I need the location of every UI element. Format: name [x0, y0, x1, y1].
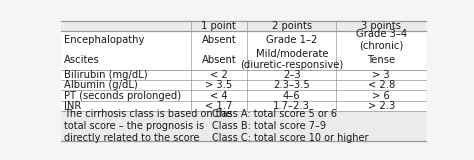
Text: > 2.3: > 2.3 [367, 101, 395, 111]
Bar [61, 21, 426, 31]
Text: The cirrhosis class is based on the
total score – the prognosis is
directly rela: The cirrhosis class is based on the tota… [64, 109, 231, 143]
Bar [61, 31, 426, 49]
Text: < 4: < 4 [210, 91, 228, 100]
Text: Ascites: Ascites [64, 55, 100, 64]
Bar [61, 111, 426, 141]
Text: Bilirubin (mg/dL): Bilirubin (mg/dL) [64, 70, 147, 80]
Text: < 1.7: < 1.7 [205, 101, 233, 111]
Text: Class A: total score 5 or 6
Class B: total score 7–9
Class C: total score 10 or : Class A: total score 5 or 6 Class B: tot… [212, 109, 368, 143]
Bar [61, 80, 426, 90]
Text: 4–6: 4–6 [283, 91, 301, 100]
Text: Absent: Absent [201, 55, 236, 64]
Bar [61, 100, 426, 111]
Text: Mild/moderate
(diuretic-responsive): Mild/moderate (diuretic-responsive) [240, 49, 344, 70]
Text: PT (seconds prolonged): PT (seconds prolonged) [64, 91, 181, 100]
Text: Grade 1–2: Grade 1–2 [266, 35, 318, 45]
Text: Grade 3–4
(chronic): Grade 3–4 (chronic) [356, 29, 407, 51]
Text: < 2: < 2 [210, 70, 228, 80]
Text: INR: INR [64, 101, 81, 111]
Text: Albumin (g/dL): Albumin (g/dL) [64, 80, 137, 90]
Text: Absent: Absent [201, 35, 236, 45]
Text: > 6: > 6 [372, 91, 390, 100]
Bar [61, 90, 426, 100]
Text: 2–3: 2–3 [283, 70, 301, 80]
Text: < 2.8: < 2.8 [367, 80, 395, 90]
Bar [61, 49, 426, 70]
Text: 2 points: 2 points [272, 21, 312, 31]
Text: 2.3–3.5: 2.3–3.5 [273, 80, 310, 90]
Text: Encephalopathy: Encephalopathy [64, 35, 144, 45]
Text: > 3.5: > 3.5 [205, 80, 232, 90]
Bar [61, 70, 426, 80]
Text: > 3: > 3 [373, 70, 390, 80]
Text: Tense: Tense [367, 55, 395, 64]
Text: 1.7–2.3: 1.7–2.3 [273, 101, 310, 111]
Text: 1 point: 1 point [201, 21, 237, 31]
Text: 3 points: 3 points [361, 21, 401, 31]
